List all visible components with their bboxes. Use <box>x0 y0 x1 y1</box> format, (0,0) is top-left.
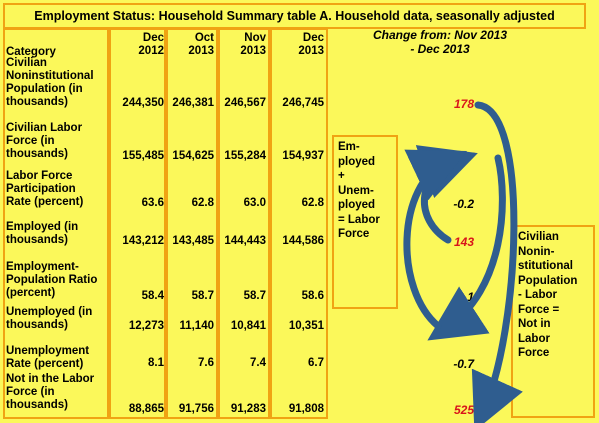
change-value: -0.2 <box>453 197 474 211</box>
table-cell: 91,808 <box>288 403 324 415</box>
table-cell: 10,841 <box>230 320 266 332</box>
table-cell: 155,485 <box>122 150 164 162</box>
table-cell: 7.4 <box>250 357 266 369</box>
row-label: Not in the Labor Force (in thousands) <box>6 373 95 411</box>
table-cell: 62.8 <box>301 197 324 209</box>
table-cell: 11,140 <box>179 320 214 332</box>
change-header: Change from: Nov 2013 - Dec 2013 <box>372 28 508 56</box>
table-cell: 6.7 <box>308 357 324 369</box>
row-label: Civilian Labor Force (in thousands) <box>6 122 83 160</box>
curved-arrow-icon <box>471 101 523 423</box>
change-value: -0.7 <box>453 357 474 371</box>
curved-arrow-icon <box>427 154 506 341</box>
table-cell: 246,567 <box>224 97 266 109</box>
table-cell: 143,485 <box>172 235 214 247</box>
table-cell: 58.6 <box>301 290 324 302</box>
curved-arrow-icon <box>403 149 467 330</box>
table-cell: 62.8 <box>191 197 214 209</box>
table-cell: 10,351 <box>288 320 324 332</box>
table-cell: 8.1 <box>148 357 164 369</box>
table-cell: 91,283 <box>230 403 266 415</box>
table-cell: 58.7 <box>191 290 214 302</box>
note-left: Em- ployed + Unem- ployed = Labor Force <box>338 141 380 240</box>
column-header: Dec 2013 <box>298 32 324 57</box>
table-cell: 143,212 <box>122 235 164 247</box>
table-cell: 88,865 <box>128 403 164 415</box>
row-label: Employed (in thousands) <box>6 221 79 246</box>
table-cell: 144,586 <box>282 235 324 247</box>
column-header: Oct 2013 <box>188 32 214 57</box>
change-value: 143 <box>453 235 474 249</box>
table-cell: 154,937 <box>282 150 324 162</box>
table-title: Employment Status: Household Summary tab… <box>3 3 586 29</box>
table-cell: 58.4 <box>141 290 164 302</box>
change-value: 525 <box>453 403 474 417</box>
note-right: Civilian Nonin- stitutional Population -… <box>518 231 578 359</box>
table-cell: 155,284 <box>224 150 266 162</box>
table-cell: 244,350 <box>122 97 164 109</box>
row-label: Unemployment Rate (percent) <box>6 345 90 370</box>
column-header: Dec 2012 <box>138 32 164 57</box>
change-value: 178 <box>453 97 474 111</box>
table-cell: 91,756 <box>178 403 214 415</box>
row-label: Labor Force Participation Rate (percent) <box>6 170 84 208</box>
column-oct-2013 <box>166 28 218 419</box>
column-dec-2013 <box>270 28 328 419</box>
table-cell: 7.6 <box>198 357 214 369</box>
table-cell: 144,443 <box>224 235 266 247</box>
table-cell: 246,381 <box>172 97 214 109</box>
table-cell: 12,273 <box>128 320 164 332</box>
row-label: Civilian Noninstitutional Population (in… <box>6 57 94 108</box>
column-dec-2012 <box>109 28 166 419</box>
note-right-box <box>511 225 595 418</box>
table-cell: 246,745 <box>282 97 324 109</box>
category-column <box>3 28 109 419</box>
table-cell: 58.7 <box>243 290 266 302</box>
column-nov-2013 <box>218 28 270 419</box>
category-header: Category <box>6 46 56 58</box>
table-cell: 63.0 <box>243 197 266 209</box>
row-label: Employment- Population Ratio (percent) <box>6 261 98 299</box>
table-cell: 63.6 <box>141 197 164 209</box>
table-cell: 154,625 <box>172 150 214 162</box>
note-left-box <box>332 135 398 309</box>
row-label: Unemployed (in thousands) <box>6 306 93 331</box>
column-header: Nov 2013 <box>240 32 266 57</box>
